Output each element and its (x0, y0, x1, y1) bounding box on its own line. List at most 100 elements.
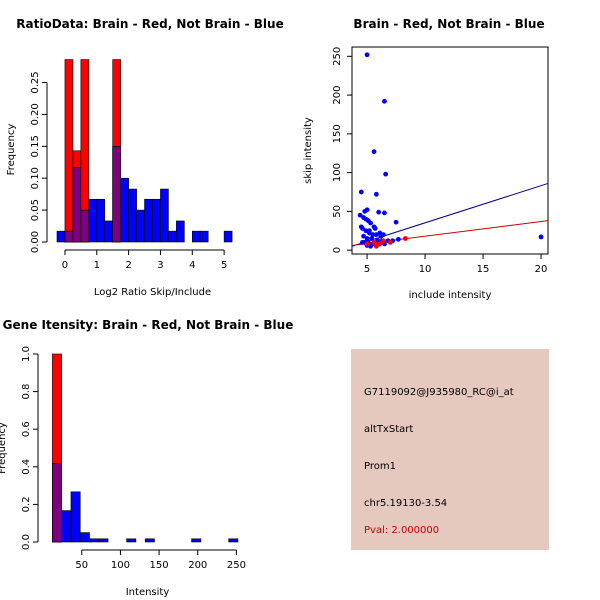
brain-point (371, 239, 377, 245)
x-axis-label: include intensity (409, 290, 492, 301)
not-brain-point (395, 236, 401, 242)
not-brain-point (382, 98, 387, 104)
x-tick-label: 0 (62, 260, 68, 271)
x-axis-label: Log2 Ratio Skip/Include (94, 287, 211, 298)
pval-text: Pval: 2.000000 (364, 525, 440, 536)
not-brain-point (369, 236, 375, 241)
y-tick-label: 0.2 (21, 496, 32, 512)
not-brain-point (357, 212, 363, 218)
not-brain-bar (228, 538, 239, 543)
overlap-bar (64, 230, 74, 243)
not-brain-bar (120, 177, 129, 243)
y-tick-label: 0.8 (21, 384, 32, 400)
y-axis-label: skip intensity (303, 117, 314, 184)
not-brain-point (368, 220, 373, 226)
info-panel: G7119092@J935980_RC@i_at altTxStart Prom… (351, 349, 549, 550)
brain-bar (64, 59, 74, 243)
y-tick-label: 1.0 (21, 346, 32, 362)
x-tick-label: 5 (364, 264, 370, 275)
event-type-text: altTxStart (364, 424, 414, 435)
not-brain-bar (98, 538, 109, 543)
not-brain-bar (56, 230, 66, 243)
y-tick-label: 0.25 (30, 71, 41, 93)
not-brain-point (371, 149, 377, 155)
not-brain-bar (61, 510, 72, 543)
chart-title: RatioData: Brain - Red, Not Brain - Blue (16, 17, 283, 31)
brain-point (373, 243, 379, 249)
chart-title: Brain - Red, Not Brain - Blue (353, 17, 544, 31)
y-tick-label: 100 (332, 163, 343, 182)
not-brain-bar (136, 209, 145, 243)
not-brain-bar (152, 198, 161, 243)
not-brain-bar (191, 230, 201, 243)
brain-point (380, 238, 386, 244)
not-brain-point (362, 208, 368, 214)
not-brain-point (368, 243, 373, 249)
brain-point (387, 239, 393, 245)
x-axis-label: Intensity (126, 587, 170, 598)
not-brain-point (382, 210, 387, 216)
y-tick-label: 200 (332, 86, 343, 105)
not-brain-bar (191, 538, 202, 543)
overlap-bar (80, 209, 90, 243)
not-brain-bar (96, 198, 106, 243)
not-brain-point (370, 232, 376, 238)
x-tick-label: 100 (111, 560, 130, 571)
not-brain-bar (88, 198, 98, 243)
overlap-bar (52, 463, 62, 543)
not-brain-bar (144, 538, 155, 543)
y-tick-label: 150 (332, 124, 343, 143)
not-brain-bar (89, 538, 100, 543)
not-brain-bar (79, 532, 90, 543)
not-brain-point (358, 189, 364, 195)
not-brain-point (366, 228, 372, 234)
x-tick-label: 20 (535, 264, 548, 275)
y-tick-label: 0.00 (30, 231, 41, 253)
y-tick-label: 0.20 (30, 103, 41, 125)
not-brain-point (371, 224, 377, 230)
not-brain-bar (126, 538, 137, 543)
not-brain-bar (168, 230, 177, 243)
not-brain-bar (223, 230, 233, 243)
y-tick-label: 250 (332, 47, 343, 66)
y-tick-label: 0.15 (30, 135, 41, 157)
x-tick-label: 50 (75, 560, 88, 571)
y-tick-label: 0 (332, 247, 343, 253)
location-text: chr5.19130-3.54 (364, 498, 448, 509)
not-brain-point (364, 52, 370, 58)
x-tick-label: 150 (150, 560, 169, 571)
y-axis-label: Frequency (0, 422, 8, 474)
not-brain-point (375, 237, 380, 243)
not-brain-point (376, 209, 382, 215)
overlap-bar (72, 167, 82, 243)
y-tick-label: 0.0 (21, 534, 32, 550)
not-brain-point (373, 191, 379, 197)
not-brain-point (361, 233, 366, 239)
x-tick-label: 4 (189, 260, 195, 271)
probe-id-text: G7119092@J935980_RC@i_at (364, 387, 514, 398)
not-brain-point (364, 236, 370, 241)
not-brain-bar (70, 491, 81, 543)
plot-frame (351, 46, 549, 255)
x-tick-label: 200 (188, 560, 207, 571)
not-brain-bar (199, 230, 209, 243)
y-tick-label: 50 (332, 205, 343, 218)
not-brain-point (383, 171, 389, 177)
gene-name-text: Prom1 (364, 461, 396, 472)
x-tick-label: 10 (419, 264, 432, 275)
brain-point (402, 236, 408, 241)
not-brain-bar (104, 220, 114, 243)
chart-title: Gene Itensity: Brain - Red, Not Brain - … (3, 318, 294, 332)
x-tick-label: 15 (477, 264, 490, 275)
brain-point (364, 241, 370, 247)
not-brain-point (538, 234, 544, 240)
not-brain-point (363, 228, 369, 234)
not-brain-bar (160, 188, 169, 243)
not-brain-point (380, 232, 386, 238)
x-tick-label: 1 (94, 260, 100, 271)
not-brain-bar (176, 220, 185, 243)
overlap-bar (112, 146, 121, 243)
brain-point (377, 241, 383, 247)
x-tick-label: 3 (157, 260, 163, 271)
